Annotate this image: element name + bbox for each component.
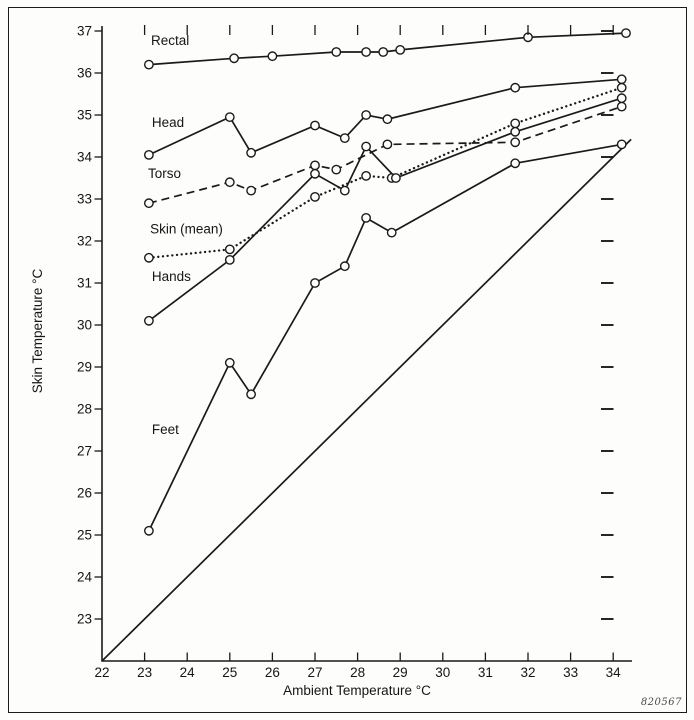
data-point-skin-mean- [224,244,235,255]
data-point-hands [510,126,521,137]
data-point-hands [310,168,320,179]
series-label-head: Head [152,115,184,130]
x-axis-tick-label: 28 [350,665,365,680]
y-axis-tick-label: 26 [77,486,92,501]
series-label-skin-mean-: Skin (mean) [150,221,223,236]
y-axis-tick-label: 27 [77,444,92,459]
data-point-rectal [331,47,342,57]
figure-number: 820567 [640,697,682,708]
data-point-rectal [621,28,631,38]
series-label-feet: Feet [152,422,179,437]
x-axis-tick-label: 29 [393,665,408,680]
x-axis-tick-label: 23 [137,665,152,680]
x-axis-tick-label: 30 [435,665,450,680]
y-axis-tick-label: 37 [77,24,92,39]
series-label-torso: Torso [148,166,181,181]
y-axis-title: Skin Temperature °C [30,269,45,394]
data-point-feet [143,525,154,536]
x-axis-tick-label: 27 [307,665,322,680]
data-point-head [339,133,350,144]
data-point-skin-mean- [310,191,320,202]
data-point-feet [510,158,521,169]
data-point-rectal [229,53,240,64]
data-point-skin-mean- [143,252,154,263]
data-point-skin-mean- [361,170,371,181]
data-point-feet [616,139,627,150]
y-axis-tick-label: 23 [77,612,92,627]
data-point-torso [382,139,393,150]
data-point-feet [310,278,320,288]
data-point-feet [339,261,350,272]
y-axis-tick-label: 36 [77,66,92,81]
x-axis-tick-label: 34 [606,665,622,680]
data-point-head [310,120,320,131]
y-axis-tick-label: 28 [77,402,92,417]
y-axis-tick-label: 32 [77,234,92,249]
y-axis-tick-label: 34 [77,150,93,165]
data-point-feet [224,357,235,368]
x-axis-tick-label: 25 [222,665,237,680]
y-axis-tick-label: 29 [77,360,92,375]
data-point-rectal [143,59,154,70]
data-point-head [224,112,235,123]
series-label-hands: Hands [152,269,191,284]
axis-lines [101,26,632,662]
data-point-rectal [395,45,406,55]
x-axis-title: Ambient Temperature °C [283,683,431,698]
data-point-head [510,82,521,93]
data-point-torso [310,160,320,171]
data-point-rectal [361,47,371,57]
data-point-head [246,147,257,158]
y-axis-tick-label: 25 [77,528,92,543]
data-point-torso [331,164,342,175]
data-point-feet [361,212,371,223]
data-point-hands [361,141,371,152]
y-axis-tick-label: 31 [77,276,92,291]
data-point-hands [224,254,235,265]
data-point-feet [246,389,257,400]
data-point-torso [224,177,235,188]
series-line-torso [148,105,622,205]
data-point-hands [339,185,350,196]
data-point-rectal [378,47,389,57]
y-axis-tick-label: 33 [77,192,92,207]
series-line-ambient-equality-line [101,138,632,662]
series-line-feet [148,143,622,532]
data-point-rectal [267,51,278,62]
data-point-skin-mean- [510,118,521,129]
data-point-feet [386,227,397,238]
data-point-torso [246,185,257,196]
x-axis-tick-label: 24 [180,665,196,680]
data-point-torso [510,137,521,148]
data-point-hands [390,173,401,183]
data-point-head [382,114,393,125]
y-axis-tick-label: 30 [77,318,92,333]
data-point-head [361,110,371,120]
x-axis-tick-label: 22 [94,665,109,680]
x-axis-tick-label: 32 [520,665,535,680]
data-point-torso [143,198,154,209]
data-point-head [143,149,154,160]
data-point-torso [616,101,627,112]
data-point-hands [616,93,627,104]
series-line-hands [148,97,622,322]
data-point-skin-mean- [616,82,627,93]
series-line-rectal [148,32,627,66]
data-point-hands [143,315,154,326]
y-axis-tick-label: 35 [77,108,92,123]
y-axis-tick-label: 24 [77,570,93,585]
x-axis-tick-label: 33 [563,665,578,680]
x-axis-tick-label: 26 [265,665,280,680]
x-axis-tick-label: 31 [478,665,493,680]
series-label-rectal: Rectal [151,33,189,48]
data-point-head [616,74,627,85]
